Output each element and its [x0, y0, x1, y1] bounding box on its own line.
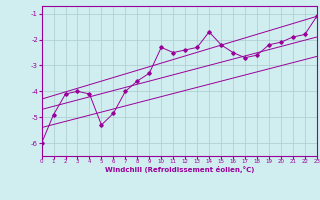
- X-axis label: Windchill (Refroidissement éolien,°C): Windchill (Refroidissement éolien,°C): [105, 166, 254, 173]
